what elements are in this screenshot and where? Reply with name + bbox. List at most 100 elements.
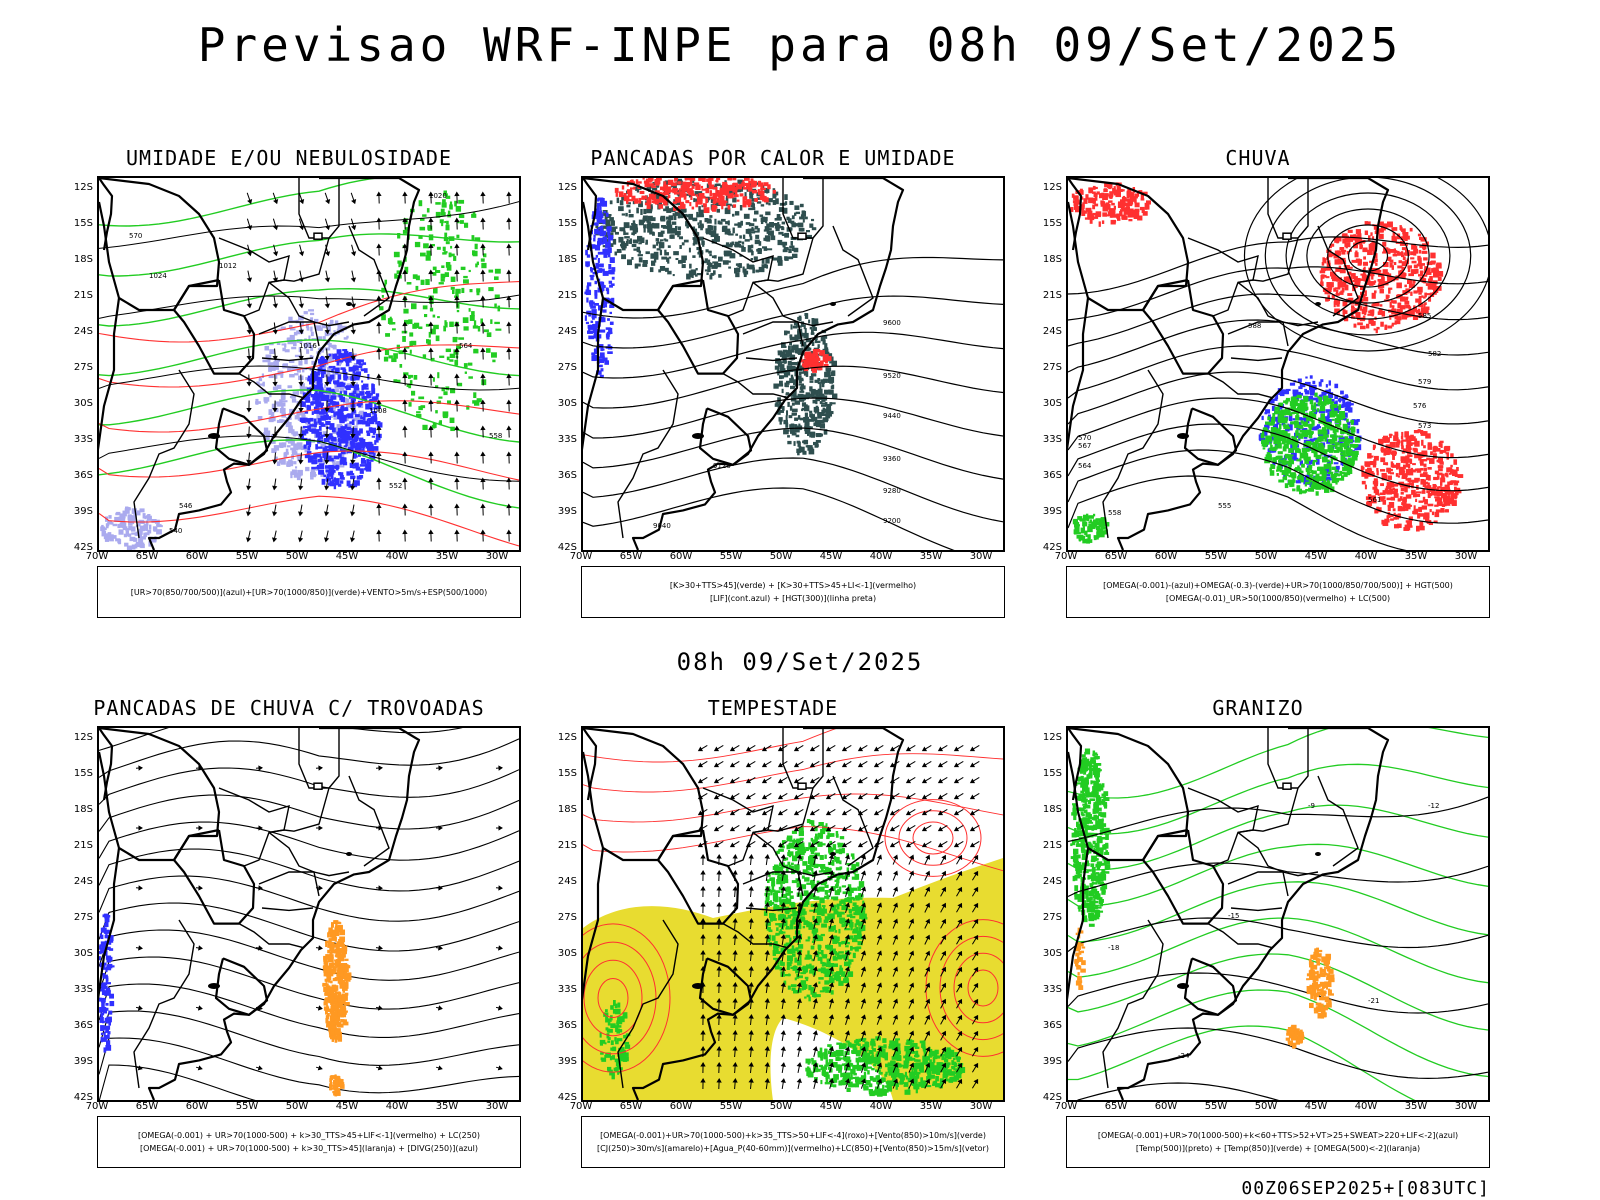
field-speck xyxy=(822,378,827,382)
arrow-head xyxy=(298,433,304,439)
field-speck xyxy=(1335,268,1342,272)
field-speck xyxy=(1437,475,1440,480)
field-speck xyxy=(1338,421,1342,425)
field-speck xyxy=(1333,288,1337,292)
arrow-head xyxy=(298,251,305,257)
field-speck xyxy=(1320,281,1324,287)
field-speck xyxy=(647,221,652,225)
field-speck xyxy=(1452,469,1458,475)
field-speck xyxy=(679,195,683,198)
field-speck xyxy=(431,425,436,429)
field-speck xyxy=(1360,291,1364,296)
field-speck xyxy=(677,215,681,219)
field-speck xyxy=(715,263,722,268)
field-speck xyxy=(366,430,370,433)
field-speck xyxy=(1364,484,1367,490)
field-speck xyxy=(725,221,730,225)
field-speck xyxy=(146,515,152,521)
state-line xyxy=(258,321,320,347)
field-speck xyxy=(1336,238,1339,244)
field-speck xyxy=(319,439,324,443)
field-speck xyxy=(357,442,363,446)
field-speck xyxy=(810,426,813,429)
field-speck xyxy=(793,441,796,446)
field-speck xyxy=(1457,474,1464,478)
field-speck xyxy=(1364,476,1367,479)
field-speck xyxy=(1438,442,1442,447)
field-speck xyxy=(668,217,672,221)
field-speck xyxy=(330,436,337,442)
field-speck xyxy=(688,247,691,253)
field-speck xyxy=(788,256,794,260)
field-speck xyxy=(308,395,314,398)
field-speck xyxy=(646,178,652,182)
field-speck xyxy=(328,471,333,477)
field-speck xyxy=(1413,249,1417,256)
field-speck xyxy=(1329,478,1332,481)
field-speck xyxy=(1360,278,1365,281)
field-speck xyxy=(368,441,372,446)
field-speck xyxy=(808,351,812,356)
field-speck xyxy=(704,218,709,223)
field-speck xyxy=(450,276,456,282)
field-speck xyxy=(791,366,796,372)
field-speck xyxy=(107,521,112,525)
field-speck xyxy=(742,187,748,190)
field-speck xyxy=(1393,262,1397,266)
field-speck xyxy=(1357,233,1362,240)
field-speck xyxy=(1423,308,1429,314)
field-speck xyxy=(1137,192,1140,197)
field-speck xyxy=(1379,304,1383,307)
field-speck xyxy=(1404,235,1410,240)
field-speck xyxy=(449,359,454,362)
field-speck xyxy=(1382,437,1387,443)
field-speck xyxy=(365,403,370,410)
field-speck xyxy=(752,267,755,274)
field-speck xyxy=(1423,303,1426,308)
field-speck xyxy=(142,513,146,519)
field-speck xyxy=(675,258,679,261)
field-speck xyxy=(1327,460,1331,466)
field-speck xyxy=(677,231,680,238)
field-speck xyxy=(286,437,293,440)
arrow-head xyxy=(506,295,512,301)
field-speck xyxy=(786,350,793,356)
lon-tick-label: 70W xyxy=(569,551,593,562)
field-speck xyxy=(597,227,603,230)
field-speck xyxy=(619,200,624,206)
field-speck xyxy=(686,193,690,196)
field-speck xyxy=(353,455,357,459)
field-speck xyxy=(315,325,322,329)
field-speck xyxy=(324,347,331,351)
field-speck xyxy=(719,195,725,202)
field-speck xyxy=(680,201,684,207)
field-speck xyxy=(1345,237,1351,243)
field-speck xyxy=(1419,263,1423,270)
field-speck xyxy=(1383,452,1387,456)
field-speck xyxy=(1406,520,1412,526)
field-speck xyxy=(1272,438,1275,441)
field-speck xyxy=(355,430,361,436)
arrow-head xyxy=(324,408,330,413)
field-speck xyxy=(273,364,279,370)
field-speck xyxy=(328,343,332,348)
field-speck xyxy=(742,196,745,203)
field-speck xyxy=(446,356,450,361)
field-speck xyxy=(1428,262,1431,265)
field-speck xyxy=(808,319,811,324)
field-speck xyxy=(799,371,806,374)
field-speck xyxy=(1399,271,1404,275)
field-speck xyxy=(292,391,299,395)
field-speck xyxy=(598,263,604,268)
field-speck xyxy=(707,262,713,267)
field-speck xyxy=(1360,285,1366,291)
field-speck xyxy=(672,274,675,277)
field-speck xyxy=(614,251,618,256)
field-speck xyxy=(408,383,412,389)
field-speck xyxy=(1334,418,1341,424)
field-speck xyxy=(288,316,293,323)
field-speck xyxy=(286,337,293,342)
field-speck xyxy=(440,278,445,282)
field-speck xyxy=(305,398,311,403)
field-speck xyxy=(777,350,783,353)
